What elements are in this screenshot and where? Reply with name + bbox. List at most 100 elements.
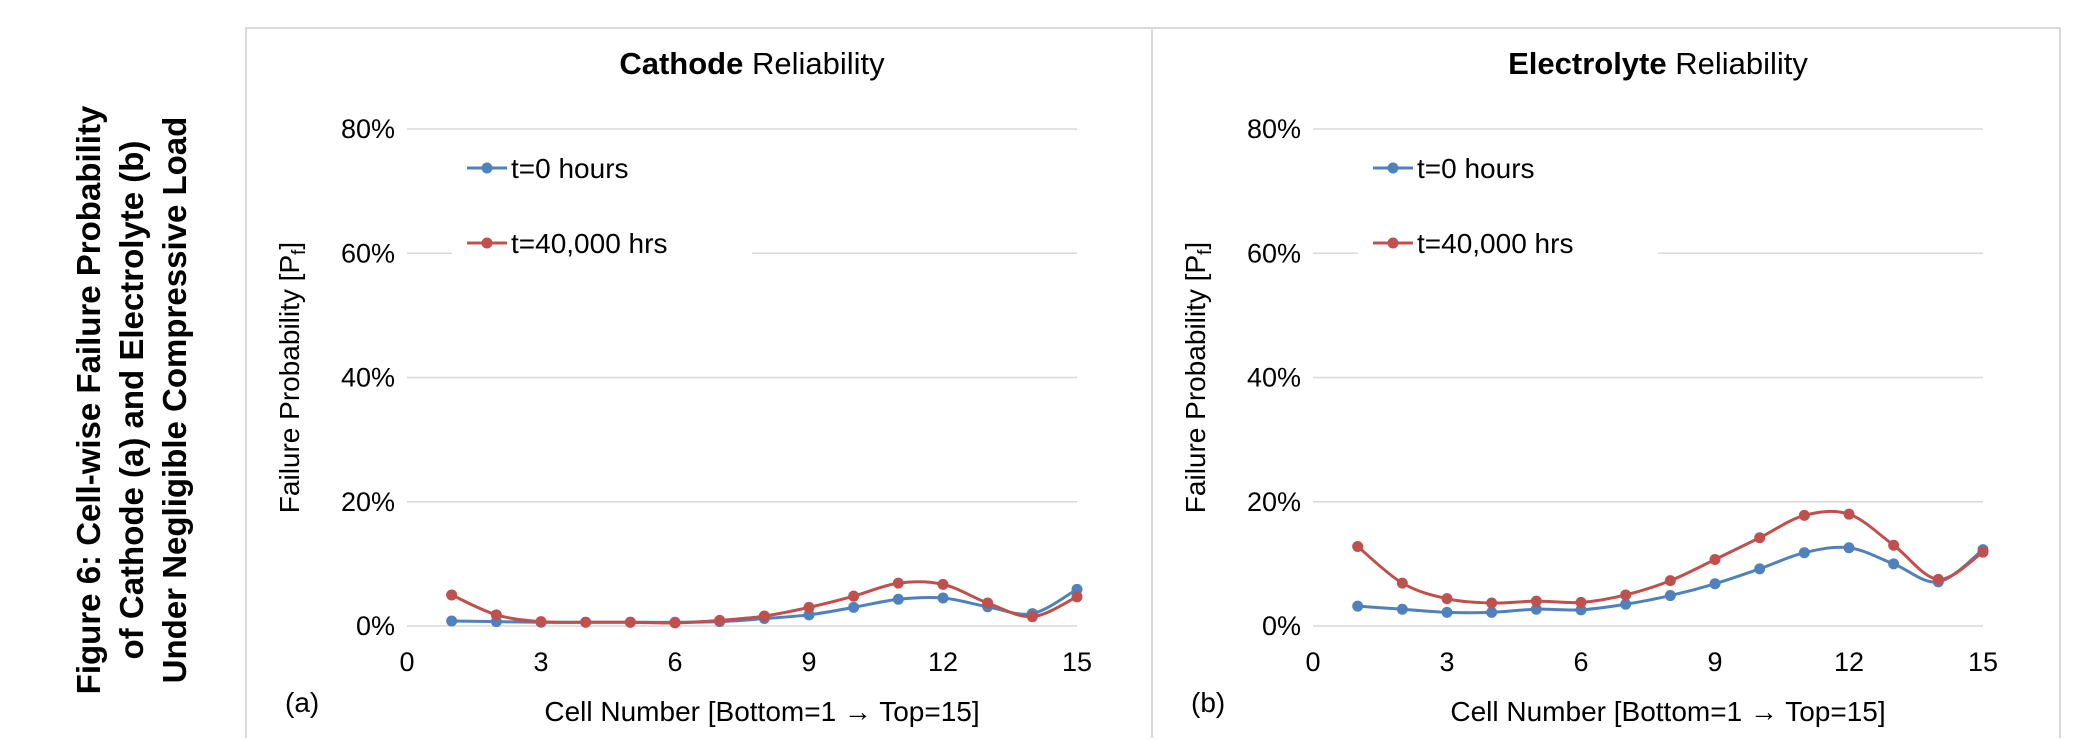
series-line — [1356, 509, 1984, 605]
data-point — [848, 601, 860, 613]
chart-panel-electrolyte: Electrolyte Reliability 0% 20% 40% 60% 80% 0 3 6… — [1151, 27, 2061, 738]
data-point — [1843, 508, 1855, 520]
y-tick-label: 60% — [341, 238, 395, 268]
panel-label: (b) — [1191, 687, 1225, 718]
figure-caption-line-2: of Cathode (a) and Electrolyte (b) — [113, 141, 150, 660]
chart-title-bold: Electrolyte — [1508, 46, 1667, 81]
series-t40000 — [1352, 508, 1989, 609]
x-tick-label: 9 — [801, 647, 816, 677]
data-point — [714, 614, 726, 626]
data-point — [1575, 596, 1587, 608]
data-point — [1352, 600, 1364, 612]
chart-title-bold: Cathode — [619, 46, 743, 81]
chart-svg-electrolyte: Electrolyte Reliability 0% 20% 40% 60% 80% 0 3 6… — [1180, 46, 1998, 727]
data-point — [1932, 573, 1944, 585]
y-axis-label-end: ] — [1180, 242, 1211, 250]
y-tick-label: 40% — [1247, 363, 1301, 393]
data-point — [1441, 606, 1453, 618]
legend-label: t=0 hours — [511, 153, 629, 184]
y-tick-label: 60% — [1247, 238, 1301, 268]
y-axis-label: Failure Probability [Pf] — [274, 242, 310, 513]
chart-title-rest: Reliability — [743, 46, 885, 81]
x-tick-label: 6 — [1573, 647, 1588, 677]
data-point — [1530, 595, 1542, 607]
legend-marker — [1387, 162, 1399, 174]
data-point — [1352, 540, 1364, 552]
data-point — [1620, 589, 1632, 601]
chart-svg-cathode: Cathode Reliability 0% 20% 40% 60% 80% 0 3 6 9 12 1… — [274, 46, 1092, 727]
data-point — [1888, 539, 1900, 551]
y-axis-label-main: Failure Probability [P — [274, 255, 305, 513]
chart-title: Electrolyte Reliability — [1508, 46, 1808, 81]
y-tick-label: 0% — [1262, 611, 1301, 641]
data-point — [892, 593, 904, 605]
data-point — [937, 592, 949, 604]
data-point — [669, 617, 681, 629]
data-point — [1664, 575, 1676, 587]
y-tick-label: 40% — [341, 363, 395, 393]
data-point — [892, 577, 904, 589]
x-tick-label: 12 — [1834, 647, 1864, 677]
y-tick-label: 80% — [341, 114, 395, 144]
data-point — [1709, 554, 1721, 566]
data-point — [446, 615, 458, 627]
legend-marker — [481, 162, 493, 174]
chart-panel-cathode: Cathode Reliability 0% 20% 40% 60% 80% 0 3 6 9 12 1… — [245, 27, 1153, 738]
legend-marker — [481, 237, 493, 249]
figure-caption: Figure 6: Cell-wise Failure Probability … — [70, 105, 193, 694]
legend-background — [452, 141, 752, 267]
y-tick-label: 0% — [356, 611, 395, 641]
y-tick-label: 20% — [341, 487, 395, 517]
data-point — [535, 616, 547, 628]
data-point — [580, 616, 592, 628]
data-point — [1977, 546, 1989, 558]
data-point — [1441, 593, 1453, 605]
data-point — [982, 597, 994, 609]
data-point — [1530, 603, 1542, 615]
panel-label: (a) — [285, 687, 319, 718]
x-tick-label: 12 — [928, 647, 958, 677]
data-point — [1620, 598, 1632, 610]
data-point — [1709, 578, 1721, 590]
chart-title: Cathode Reliability — [619, 46, 885, 81]
y-axis-label-sub: f — [1195, 249, 1216, 255]
data-point — [446, 589, 458, 601]
data-point — [1843, 542, 1855, 554]
legend-background — [1358, 141, 1658, 267]
data-point — [937, 578, 949, 590]
legend-label: t=0 hours — [1417, 153, 1535, 184]
data-point — [1396, 603, 1408, 615]
x-tick-label: 15 — [1968, 647, 1998, 677]
y-axis-label-main: Failure Probability [P — [1180, 255, 1211, 513]
x-tick-label: 3 — [533, 647, 548, 677]
chart-title-rest: Reliability — [1667, 46, 1809, 81]
y-axis-label: Failure Probability [Pf] — [1180, 242, 1216, 513]
x-axis-label: Cell Number [Bottom=1 → Top=15] — [544, 696, 979, 727]
data-point — [1754, 563, 1766, 575]
y-axis-label-sub: f — [289, 249, 310, 255]
x-tick-label: 0 — [399, 647, 414, 677]
legend-marker — [1387, 237, 1399, 249]
figure-caption-line-1: Figure 6: Cell-wise Failure Probability — [70, 105, 107, 694]
data-point — [1754, 532, 1766, 544]
y-tick-label: 80% — [1247, 114, 1301, 144]
x-axis-label: Cell Number [Bottom=1 → Top=15] — [1450, 696, 1885, 727]
data-point — [803, 601, 815, 613]
data-point — [1486, 597, 1498, 609]
data-point — [1396, 577, 1408, 589]
legend-label: t=40,000 hrs — [1417, 228, 1573, 259]
x-tick-label: 15 — [1062, 647, 1092, 677]
x-tick-label: 0 — [1305, 647, 1320, 677]
data-point — [1071, 591, 1083, 603]
data-point — [1798, 509, 1810, 521]
data-point — [1888, 558, 1900, 570]
data-point — [1798, 547, 1810, 559]
data-point — [758, 610, 770, 622]
series-t40000 — [446, 577, 1083, 629]
x-tick-label: 3 — [1439, 647, 1454, 677]
x-tick-label: 9 — [1707, 647, 1722, 677]
data-point — [1486, 606, 1498, 618]
data-point — [624, 616, 636, 628]
data-point — [1664, 590, 1676, 602]
y-tick-label: 20% — [1247, 487, 1301, 517]
